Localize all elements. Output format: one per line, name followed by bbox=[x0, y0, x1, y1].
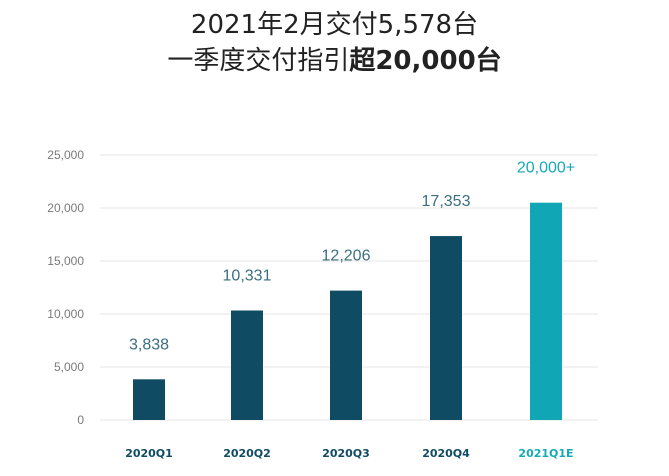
bar-2020q3 bbox=[330, 290, 362, 420]
y-tick-label: 10,000 bbox=[47, 307, 84, 321]
data-label-2021q1e: 20,000+ bbox=[517, 160, 575, 177]
category-label-2021q1e: 2021Q1E bbox=[518, 447, 573, 460]
chart-title-line-2-prefix: 一季度交付指引 bbox=[167, 46, 350, 76]
data-label-2020q3: 12,206 bbox=[322, 248, 371, 265]
bars bbox=[133, 202, 562, 420]
y-tick-label: 5,000 bbox=[54, 360, 84, 374]
y-tick-label: 15,000 bbox=[47, 254, 84, 268]
category-label-2020q2: 2020Q2 bbox=[223, 447, 271, 460]
category-label-2020q1: 2020Q1 bbox=[125, 447, 173, 460]
gridlines bbox=[100, 154, 598, 421]
data-label-2020q2: 10,331 bbox=[223, 267, 272, 284]
data-label-2020q1: 3,838 bbox=[129, 336, 169, 353]
bar-2020q2 bbox=[231, 310, 263, 420]
y-axis-ticks: 0 5,000 10,000 15,000 20,000 25,000 bbox=[47, 148, 84, 427]
y-tick-label: 0 bbox=[77, 413, 84, 427]
chart-title-line-1: 2021年2月交付5,578台 bbox=[190, 10, 479, 40]
y-tick-label: 20,000 bbox=[47, 201, 84, 215]
y-tick-label: 25,000 bbox=[47, 148, 84, 162]
bar-2020q1 bbox=[133, 379, 165, 420]
bar-2021q1e bbox=[530, 202, 562, 420]
bar-2020q4 bbox=[430, 236, 462, 420]
category-labels: 2020Q1 2020Q2 2020Q3 2020Q4 2021Q1E bbox=[125, 447, 573, 460]
category-label-2020q4: 2020Q4 bbox=[422, 447, 470, 460]
data-labels: 3,838 10,331 12,206 17,353 20,000+ bbox=[129, 160, 575, 354]
chart-title-line-2: 一季度交付指引超20,000台 bbox=[0, 40, 669, 77]
category-label-2020q3: 2020Q3 bbox=[322, 447, 370, 460]
data-label-2020q4: 17,353 bbox=[422, 193, 471, 210]
chart-title-line-2-highlight: 超20,000台 bbox=[349, 46, 502, 76]
